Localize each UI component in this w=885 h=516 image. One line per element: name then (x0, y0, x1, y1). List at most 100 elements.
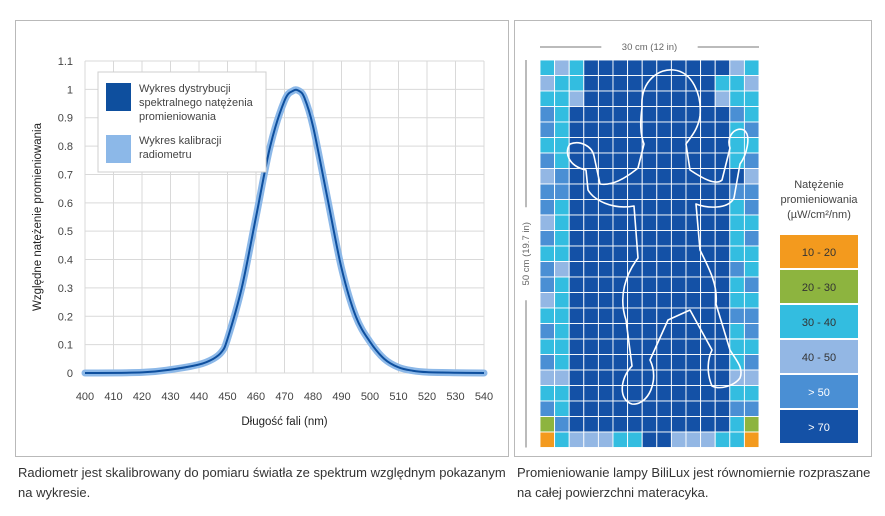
heatmap-cell (729, 416, 745, 433)
legend-range-label: > 70 (808, 422, 830, 434)
heatmap-cell (554, 245, 570, 262)
heatmap-cell (743, 431, 760, 448)
heatmap-cell (700, 261, 716, 278)
heatmap-cell (670, 199, 687, 216)
y-tick-label: 0.7 (58, 169, 73, 181)
heatmap-cell (539, 416, 556, 433)
heatmap-cell (743, 199, 760, 216)
heatmap-cell (583, 369, 599, 386)
heatmap-cell (612, 137, 629, 154)
heatmap-cell (714, 214, 731, 231)
heatmap-cell (685, 354, 702, 371)
heatmap-cell (583, 431, 599, 448)
heatmap-cell (597, 338, 614, 355)
legend-title-line: (µW/cm²/nm) (787, 209, 851, 221)
heatmap-cell (656, 369, 672, 386)
heatmap-cell (597, 75, 614, 92)
heatmap-cell (597, 276, 614, 293)
heatmap-cell (597, 354, 614, 371)
heatmap-cell (583, 214, 599, 231)
heatmap-cell (568, 276, 585, 293)
heatmap-cell (627, 292, 643, 309)
heatmap-cell (554, 75, 570, 92)
heatmap-cell (568, 59, 585, 76)
heatmap-cell (641, 276, 658, 293)
legend-title-line: Natężenie (794, 179, 844, 191)
heatmap-cell (583, 307, 599, 324)
heatmap-cell (568, 385, 585, 402)
heatmap-cell (583, 121, 599, 138)
legend-range-label: 40 - 50 (802, 352, 836, 364)
heatmap-cell (554, 59, 570, 76)
heatmap-cell (539, 168, 556, 185)
heatmap-cell (627, 183, 643, 200)
heatmap-cell (627, 90, 643, 107)
heatmap-cell (554, 431, 570, 448)
heatmap-cell (539, 276, 556, 293)
heatmap-cell (670, 276, 687, 293)
heatmap-cell (627, 416, 643, 433)
heatmap-cell (700, 323, 716, 340)
heatmap-cell (568, 245, 585, 262)
heatmap-cell (612, 152, 629, 169)
heatmap-cell (743, 416, 760, 433)
heatmap-cell (612, 75, 629, 92)
heatmap-cell (568, 106, 585, 123)
heatmap-cell (685, 385, 702, 402)
x-tick-label: 520 (418, 391, 436, 403)
heatmap-cell (729, 261, 745, 278)
heatmap-cell (700, 400, 716, 417)
heatmap-cell (714, 230, 731, 247)
right-caption: Promieniowanie lampy BiliLux jest równom… (517, 465, 871, 500)
heatmap-cell (583, 385, 599, 402)
heatmap-cell (729, 276, 745, 293)
heatmap-cell (714, 90, 731, 107)
heatmap-cell (656, 400, 672, 417)
heatmap-cell (568, 261, 585, 278)
heatmap-cell (597, 183, 614, 200)
heatmap-cell (568, 416, 585, 433)
heatmap-cell (729, 214, 745, 231)
y-tick-label: 0.3 (58, 283, 73, 295)
heatmap-cell (641, 400, 658, 417)
heatmap-cell (729, 245, 745, 262)
x-tick-label: 410 (104, 391, 122, 403)
heatmap-cell (597, 168, 614, 185)
heatmap-cell (743, 90, 760, 107)
heatmap-cell (554, 276, 570, 293)
heatmap-cell (612, 292, 629, 309)
heatmap-cell (554, 168, 570, 185)
heatmap-cell (670, 152, 687, 169)
heatmap-cell (729, 307, 745, 324)
heatmap-cell (670, 183, 687, 200)
y-tick-label: 0 (67, 368, 73, 380)
heatmap-cell (568, 90, 585, 107)
heatmap-cell (641, 90, 658, 107)
heatmap-cell (612, 323, 629, 340)
heatmap-cell (597, 245, 614, 262)
heatmap-cell (554, 385, 570, 402)
heatmap-cell (656, 199, 672, 216)
heatmap-cell (729, 59, 745, 76)
heatmap-cell (656, 416, 672, 433)
heatmap-cell (714, 245, 731, 262)
heatmap-cell (597, 59, 614, 76)
heatmap-cell (539, 385, 556, 402)
x-tick-label: 430 (161, 391, 179, 403)
x-tick-label: 440 (190, 391, 208, 403)
heatmap-cell (597, 121, 614, 138)
heatmap-cell (700, 431, 716, 448)
spectrum-chart-panel: 0 0.1 0.2 0.3 0.4 0.5 0.6 0.7 0.8 0.9 1 1.1 400 410 42… (15, 20, 509, 457)
heatmap-cell (656, 75, 672, 92)
legend-label-line: spektralnego natężenia (139, 97, 254, 109)
y-axis-label: Względne natężenie promieniowania (32, 122, 44, 311)
heatmap-cell (612, 59, 629, 76)
heatmap-cell (641, 214, 658, 231)
heatmap-cell (670, 137, 687, 154)
heatmap-cell (627, 307, 643, 324)
heatmap-cell (597, 230, 614, 247)
heatmap-cell (743, 230, 760, 247)
heatmap-cell (641, 261, 658, 278)
heatmap-cell (554, 261, 570, 278)
heatmap-cell (743, 307, 760, 324)
